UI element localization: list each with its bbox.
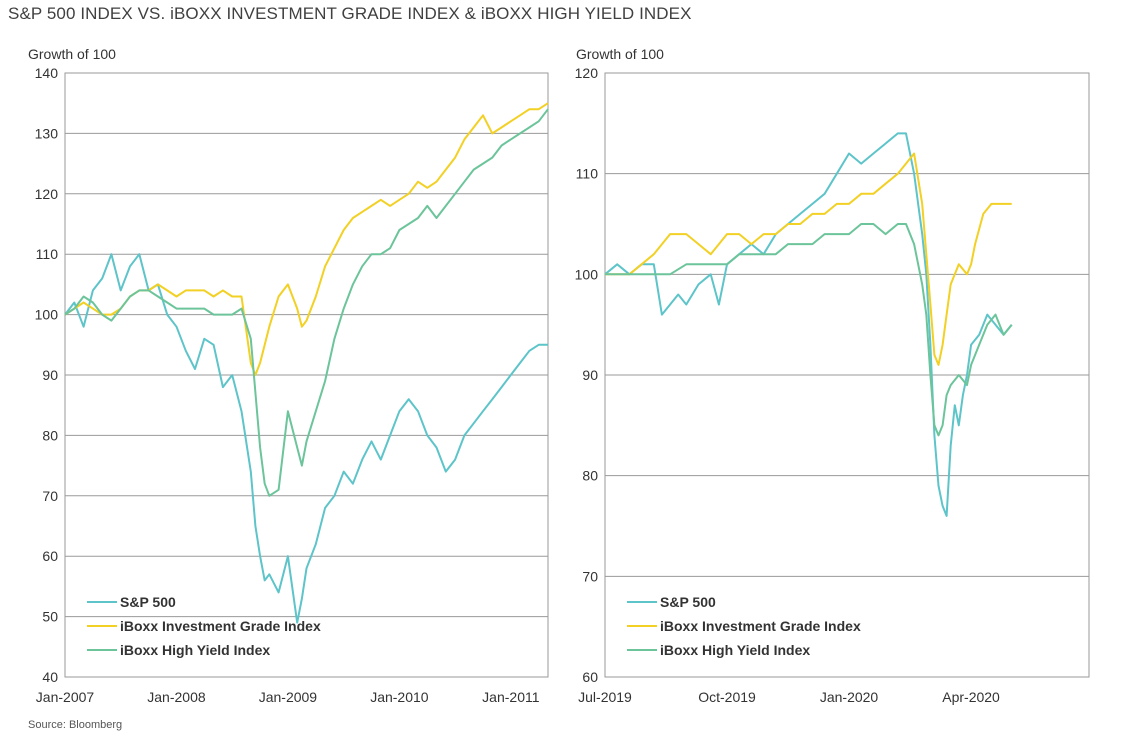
left-chart: Growth of 100 40 50 60 70 80 90 100 110 120 130 140… (28, 46, 549, 705)
x-tick-label: Jan-2011 (482, 689, 540, 705)
x-tick-label: Jul-2019 (578, 689, 632, 705)
legend-label: S&P 500 (120, 594, 176, 610)
y-tick-label: 100 (575, 266, 599, 282)
y-axis-label: Growth of 100 (576, 46, 664, 62)
y-tick-label: 60 (582, 669, 598, 685)
y-tick-label: 140 (35, 65, 59, 81)
y-tick-label: 50 (42, 609, 58, 625)
y-tick-label: 90 (42, 367, 58, 383)
series-line-3 (64, 108, 549, 497)
legend-label: S&P 500 (660, 594, 716, 610)
series-line-2 (605, 152, 1012, 366)
y-tick-label: 80 (582, 468, 598, 484)
legend-label: iBoxx Investment Grade Index (660, 618, 861, 634)
x-tick-label: Jan-2009 (259, 689, 318, 705)
plot-frame (64, 72, 549, 678)
y-tick-label: 110 (36, 246, 59, 262)
series-line-3 (605, 223, 1013, 437)
y-tick-label: 60 (42, 548, 58, 564)
legend-label: iBoxx High Yield Index (660, 642, 810, 658)
legend-label: iBoxx High Yield Index (120, 642, 270, 658)
y-tick-label: 130 (35, 125, 59, 141)
y-tick-label: 90 (582, 367, 598, 383)
y-tick-label: 120 (575, 65, 599, 81)
source-note: Source: Bloomberg (28, 719, 123, 731)
y-tick-label: 70 (42, 488, 58, 504)
right-chart: Growth of 100 60 70 80 90 100 110 120 Jul-2019 Oc… (575, 46, 1090, 705)
x-tick-label: Apr-2020 (942, 689, 1000, 705)
x-tick-label: Jan-2020 (820, 689, 879, 705)
y-tick-label: 40 (42, 669, 58, 685)
y-tick-label: 120 (35, 186, 59, 202)
y-axis-label: Growth of 100 (28, 46, 116, 62)
x-tick-label: Jan-2010 (370, 689, 429, 705)
y-tick-label: 110 (576, 166, 599, 182)
plot-frame (604, 72, 1090, 678)
y-tick-label: 80 (42, 427, 58, 443)
x-tick-label: Jan-2007 (36, 689, 95, 705)
y-tick-label: 70 (582, 568, 598, 584)
x-tick-label: Jan-2008 (147, 689, 206, 705)
x-tick-label: Oct-2019 (698, 689, 756, 705)
legend-label: iBoxx Investment Grade Index (120, 618, 321, 634)
y-tick-label: 100 (35, 307, 59, 323)
series-line-1 (604, 132, 1013, 517)
page-title: S&P 500 INDEX VS. iBOXX INVESTMENT GRADE… (8, 4, 692, 23)
